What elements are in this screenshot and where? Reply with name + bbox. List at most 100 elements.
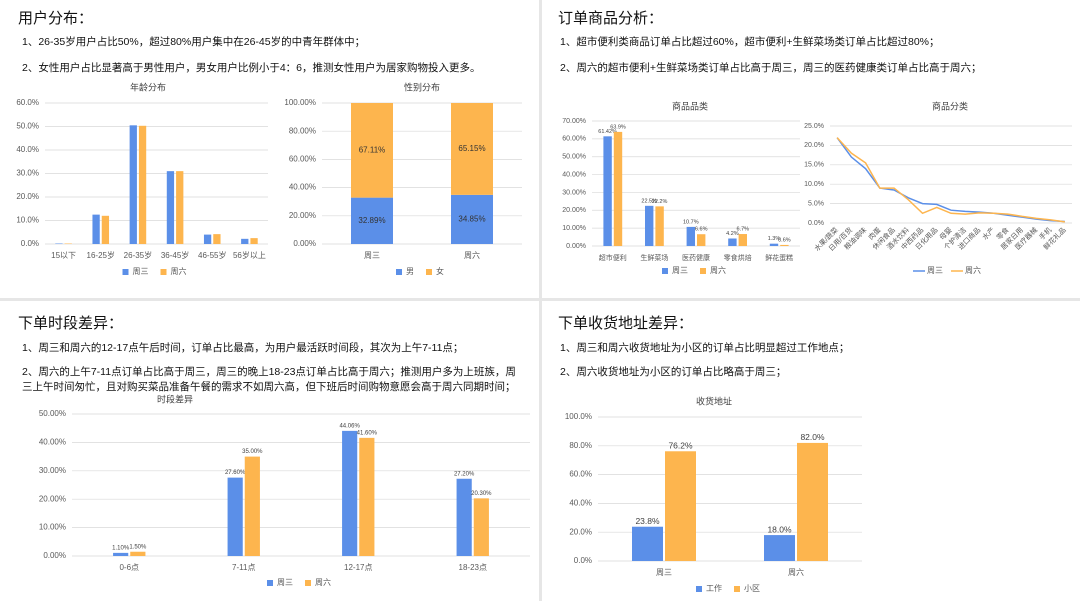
y-tick-label: 30.0% <box>16 169 39 178</box>
value-label: 18.0% <box>767 524 792 534</box>
y-tick-label: 20.00% <box>562 207 586 214</box>
legend-swatch <box>696 586 702 592</box>
note: 2、周六的超市便利+生鲜菜场类订单占比高于周三，周三的医药健康类订单占比高于周六… <box>560 62 982 74</box>
x-tick-label: 零食烘焙 <box>724 253 752 262</box>
y-tick-label: 20.00% <box>39 494 66 503</box>
bar <box>686 226 695 246</box>
legend-swatch <box>122 269 129 275</box>
y-tick-label: 0.00% <box>293 239 316 248</box>
value-label: 27.60% <box>225 470 246 476</box>
bar <box>769 243 779 246</box>
bar <box>176 171 184 244</box>
value-label: 0.6% <box>778 237 791 243</box>
bar <box>166 171 175 244</box>
legend-label: 周三 <box>927 266 943 275</box>
chart-title: 性别分布 <box>404 81 440 92</box>
bar-segment <box>451 103 493 195</box>
x-tick-label: 周三 <box>364 251 380 260</box>
bar <box>473 498 489 556</box>
legend-label: 周六 <box>315 577 331 587</box>
y-tick-label: 20.0% <box>569 527 592 536</box>
bar <box>227 477 243 556</box>
bar <box>138 125 147 244</box>
bar <box>665 451 696 561</box>
x-tick-label: 56岁以上 <box>233 250 266 260</box>
y-tick-label: 60.00% <box>289 155 316 164</box>
value-label: 4.2% <box>726 231 739 237</box>
bar-segment <box>451 194 493 244</box>
y-tick-label: 80.0% <box>569 441 592 450</box>
legend-label: 男 <box>406 267 414 276</box>
value-label: 41.60% <box>357 430 378 436</box>
y-tick-label: 50.0% <box>16 122 39 131</box>
panel-title: 下单时段差异： <box>18 315 124 332</box>
legend-swatch <box>267 580 273 586</box>
x-tick-label: 15以下 <box>51 251 76 260</box>
bar <box>342 430 358 556</box>
bar <box>697 234 706 246</box>
x-tick-label: 医药健康 <box>682 253 710 262</box>
bar <box>130 551 146 556</box>
y-tick-label: 30.00% <box>562 189 586 196</box>
note: 1、超市便利类商品订单占比超过60%，超市便利+生鲜菜场类订单占比超过80%； <box>560 36 940 48</box>
bar <box>92 214 100 244</box>
bar <box>250 238 258 244</box>
x-tick-label: 周六 <box>464 250 480 260</box>
y-tick-label: 40.0% <box>569 499 592 508</box>
legend-label: 周三 <box>277 578 293 587</box>
x-tick-label: 46-55岁 <box>198 250 226 260</box>
legend-label: 周三 <box>133 267 149 276</box>
value-label: 67.11% <box>359 145 386 154</box>
legend-swatch <box>662 268 668 274</box>
bar <box>780 244 789 246</box>
bar <box>728 238 737 246</box>
panel-title: 用户分布： <box>18 10 94 27</box>
bar <box>764 535 795 561</box>
x-tick-label: 0-6点 <box>119 563 139 572</box>
panel <box>542 0 1080 298</box>
y-tick-label: 40.00% <box>39 438 66 447</box>
legend-swatch <box>734 586 740 592</box>
bar <box>603 136 612 246</box>
line <box>836 137 1065 223</box>
line <box>836 137 1065 223</box>
note: 1、26-35岁用户占比50%，超过80%用户集中在26-45岁的中青年群体中； <box>22 36 366 48</box>
y-tick-label: 50.00% <box>562 154 586 161</box>
x-tick-label: 周三 <box>656 568 672 577</box>
x-tick-label: 生鲜菜场 <box>640 253 668 262</box>
x-tick-label: 36-45岁 <box>161 250 189 260</box>
bar <box>738 234 747 246</box>
value-label: 61.42% <box>598 129 617 135</box>
legend-label: 工作 <box>706 583 722 593</box>
x-tick-label: 水产 <box>980 225 996 241</box>
legend-swatch <box>305 580 311 586</box>
chart-title: 年龄分布 <box>130 81 166 92</box>
y-tick-label: 10.00% <box>562 225 586 232</box>
y-tick-label: 0.0% <box>574 556 592 565</box>
y-tick-label: 0.0% <box>808 220 824 227</box>
y-tick-label: 50.00% <box>39 409 66 418</box>
x-tick-label: 12-17点 <box>344 563 372 572</box>
x-tick-label: 超市便利 <box>599 253 627 262</box>
note: 1、周三和周六收货地址为小区的订单占比明显超过工作地点； <box>560 342 850 354</box>
y-tick-label: 80.00% <box>289 126 316 135</box>
y-tick-label: 20.0% <box>804 142 824 149</box>
y-tick-label: 0.00% <box>43 551 66 560</box>
bar <box>632 526 663 561</box>
value-label: 1.10% <box>112 545 130 551</box>
y-tick-label: 0.0% <box>21 239 39 248</box>
y-tick-label: 100.0% <box>565 412 592 421</box>
value-label: 23.8% <box>635 516 660 526</box>
value-label: 32.89% <box>358 216 385 225</box>
x-tick-label: 18-23点 <box>459 563 487 572</box>
legend-label: 女 <box>436 266 444 276</box>
legend-label: 周六 <box>965 265 981 275</box>
y-tick-label: 20.0% <box>16 192 39 201</box>
x-tick-label: 16-25岁 <box>87 250 115 260</box>
panel-title: 下单收货地址差异： <box>558 315 694 332</box>
value-label: 10.7% <box>683 219 699 225</box>
y-tick-label: 10.00% <box>39 523 66 532</box>
legend-label: 周六 <box>710 265 726 275</box>
chart-title: 时段差异 <box>157 393 193 404</box>
